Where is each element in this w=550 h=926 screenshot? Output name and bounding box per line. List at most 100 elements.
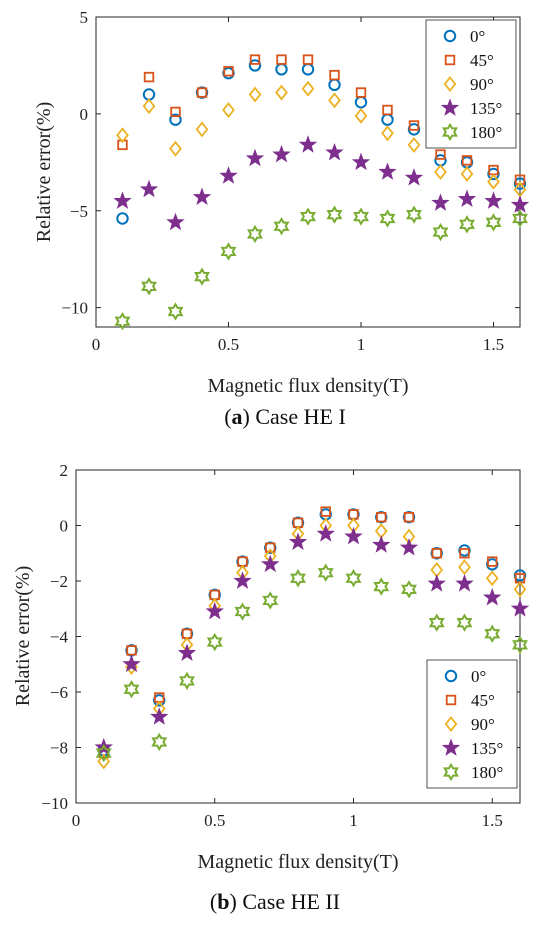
data-point (123, 680, 140, 699)
legend-a: 0° 45° 90° 135° 180° (425, 19, 517, 149)
data-point (114, 312, 131, 331)
data-point (222, 102, 235, 118)
data-point (288, 532, 308, 550)
legend-marker (444, 716, 458, 732)
series-90deg (116, 80, 527, 198)
data-point (192, 187, 212, 206)
y-tick-label: −6 (50, 683, 68, 702)
y-tick-label: 5 (80, 8, 89, 27)
caption-b: (b) Case HE II (210, 889, 340, 914)
data-point (427, 574, 446, 592)
data-point (512, 209, 528, 228)
y-tick-label: −10 (41, 794, 68, 813)
data-point (485, 570, 499, 587)
data-point (329, 69, 340, 81)
data-point (275, 84, 288, 101)
data-point (401, 580, 417, 599)
data-point (510, 599, 530, 617)
ticks-a: 0 0.5 1 1.5 −10 −5 0 5 (61, 8, 520, 354)
data-point (455, 574, 474, 592)
data-point (432, 222, 449, 242)
data-point (167, 302, 184, 321)
data-point (233, 571, 252, 589)
caption-letter-b: b (217, 889, 229, 914)
caption-text-b: Case HE II (242, 889, 340, 914)
x-tick-label: 1 (349, 811, 358, 830)
data-point (326, 205, 343, 224)
data-point (510, 195, 530, 213)
data-point (248, 59, 262, 72)
x-tick-label: 1.5 (483, 335, 504, 354)
data-point (113, 191, 132, 209)
data-point (435, 149, 446, 160)
data-point (177, 643, 197, 661)
legend-box-a (425, 19, 517, 149)
legend-label: 45° (471, 691, 495, 710)
data-point (399, 538, 419, 556)
data-point (317, 563, 334, 582)
data-point (205, 601, 224, 620)
legend-marker (445, 694, 457, 706)
data-point (406, 205, 422, 224)
data-point (298, 135, 318, 153)
data-point (460, 165, 474, 182)
data-point (290, 569, 306, 588)
data-point (487, 173, 500, 190)
caption-a: (a) Case HE I (224, 404, 346, 429)
data-point (373, 577, 390, 596)
data-point (261, 554, 280, 573)
data-point (169, 140, 182, 157)
data-point (431, 548, 442, 559)
legend-label: 180° (471, 763, 503, 782)
data-point (379, 209, 396, 228)
data-point (483, 587, 502, 606)
y-tick-label: 0 (60, 517, 69, 536)
legend-marker (444, 669, 458, 683)
data-point (325, 142, 344, 161)
data-point (143, 71, 155, 83)
x-tick-label: 0 (92, 335, 101, 354)
data-point (459, 548, 470, 559)
x-axis-label-b: Magnetic flux density(T) (197, 851, 398, 873)
data-point (122, 654, 141, 673)
data-point (354, 107, 368, 124)
data-point (344, 526, 363, 545)
data-point (116, 127, 129, 144)
data-point (196, 87, 208, 98)
series-180deg (95, 563, 528, 763)
data-point (194, 267, 210, 286)
data-point (245, 148, 265, 167)
data-point (512, 635, 528, 655)
data-point (457, 189, 477, 207)
x-tick-label: 1.5 (482, 811, 503, 830)
data-point (431, 193, 450, 211)
data-point (484, 191, 503, 209)
data-point (456, 613, 473, 632)
data-point (95, 743, 112, 763)
legend-label: 135° (471, 739, 503, 758)
legend-label: 45° (470, 51, 494, 70)
data-point (487, 556, 498, 567)
data-point (169, 113, 182, 126)
chart-panel-b: 0 0.5 1 1.5 −10 −8 −6 −4 −2 0 2 Magnetic flux dens… (12, 461, 530, 914)
data-point (249, 54, 261, 65)
data-point (353, 207, 369, 226)
data-point (142, 98, 156, 115)
data-point (408, 120, 420, 131)
data-point (195, 121, 209, 138)
data-point (262, 591, 279, 610)
x-tick-label: 0.5 (218, 335, 239, 354)
data-point (151, 732, 168, 752)
data-point (179, 671, 195, 691)
data-point (320, 506, 331, 517)
data-point (272, 144, 291, 163)
data-point (513, 177, 527, 190)
y-tick-label: −5 (70, 202, 88, 221)
y-tick-label: −4 (50, 628, 69, 647)
legend-b: 0° 45° 90° 135° 180° (426, 659, 518, 789)
data-marks-a (113, 54, 530, 331)
y-tick-label: −8 (50, 739, 68, 758)
data-point (265, 542, 276, 553)
data-point (273, 217, 290, 236)
